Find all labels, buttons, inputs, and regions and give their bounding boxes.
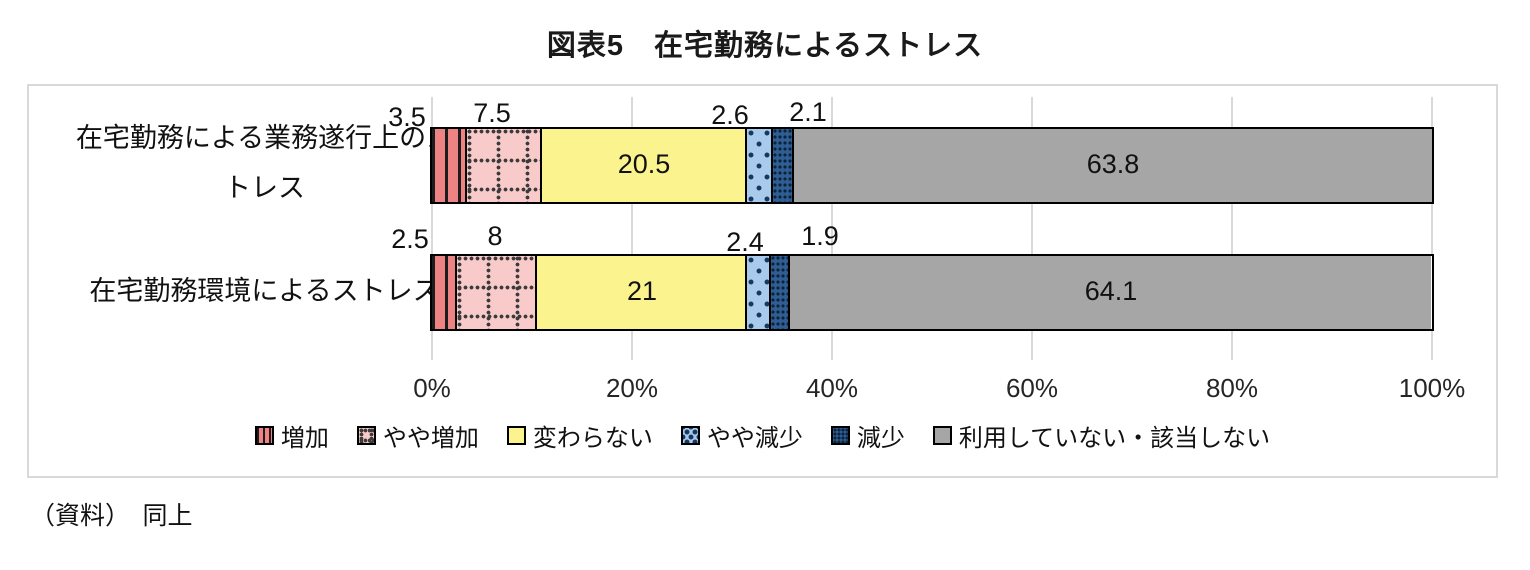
legend-label: やや減少 (706, 425, 803, 452)
value-label: 7.5 (473, 98, 511, 128)
value-label: 3.5 (388, 102, 426, 132)
bar-segment-増加 (432, 256, 457, 329)
bar-segment-減少 (773, 129, 794, 202)
legend-label: やや増加 (382, 425, 479, 452)
legend-item: 利用していない・該当しない (932, 418, 1271, 453)
value-label: 64.1 (1084, 275, 1138, 306)
value-label: 63.8 (1086, 148, 1140, 179)
x-axis-tick-label: 80% (1205, 373, 1259, 403)
legend-item: 変わらない (506, 418, 653, 453)
bar-segment-利用していない・該当しない (794, 129, 1432, 202)
legend-swatch-6 (932, 426, 952, 445)
legend-item: やや増加 (356, 418, 479, 453)
value-label: 2.4 (726, 227, 764, 257)
legend-swatch-4 (680, 426, 700, 445)
gridline (431, 97, 433, 360)
x-axis-tick-label: 0% (413, 373, 451, 403)
value-label: 2.1 (789, 97, 827, 127)
plot-area: 0% 20% 40% 60% 80% 100% 3.5 7.5 20.5 2.6 2.1 63.8 2.… (388, 97, 1465, 403)
legend-item: 減少 (830, 418, 905, 453)
bar-segment-利用していない・該当しない (790, 256, 1431, 329)
legend-label: 利用していない・該当しない (958, 425, 1271, 452)
legend: 増加 やや増加 変わらない やや減少 減少 利用していない・該当しない (29, 418, 1496, 453)
value-label: 8 (487, 221, 503, 251)
gridline (631, 97, 633, 360)
x-axis-tick-label: 100% (1398, 373, 1466, 403)
bar-row-2 (430, 254, 1434, 331)
bar-segment-やや減少 (747, 129, 773, 202)
bar-segment-減少 (771, 256, 790, 329)
source-note: （資料） 同上 (30, 502, 193, 530)
legend-label: 増加 (280, 425, 329, 452)
chart-title: 図表5 在宅勤務によるストレス (546, 30, 984, 62)
gridline (1431, 97, 1433, 360)
legend-item: やや減少 (680, 418, 803, 453)
x-axis-tick-label: 20% (605, 373, 659, 403)
gridline (1231, 97, 1233, 360)
bar-segment-やや増加 (457, 256, 537, 329)
chart-frame: 在宅勤務による業務遂行上のストレス 在宅勤務環境によるストレス 0% 20% 40%… (27, 84, 1498, 478)
bar-segment-変わらない (542, 129, 747, 202)
legend-swatch-1 (254, 426, 274, 445)
legend-label: 変わらない (532, 425, 653, 452)
gridline (1031, 97, 1033, 360)
legend-swatch-2 (356, 426, 376, 445)
bar-row-1 (430, 127, 1434, 204)
bar-segment-変わらない (537, 256, 747, 329)
legend-swatch-5 (830, 426, 850, 445)
category-label-2: 在宅勤務環境によるストレス (89, 276, 440, 306)
bar-segment-増加 (432, 129, 467, 202)
value-label: 2.5 (391, 224, 429, 254)
category-label-1: 在宅勤務による業務遂行上のストレス (75, 123, 454, 203)
x-axis-tick-label: 40% (805, 373, 859, 403)
x-axis-tick-label: 60% (1005, 373, 1059, 403)
gridline (831, 97, 833, 360)
legend-swatch-3 (506, 426, 526, 445)
value-label: 20.5 (617, 148, 671, 179)
legend-label: 減少 (856, 425, 905, 452)
value-label: 2.6 (711, 100, 749, 130)
value-label: 21 (626, 275, 658, 306)
legend-item: 増加 (254, 418, 329, 453)
bar-segment-やや増加 (467, 129, 542, 202)
value-label: 1.9 (801, 221, 839, 251)
bar-segment-やや減少 (747, 256, 771, 329)
